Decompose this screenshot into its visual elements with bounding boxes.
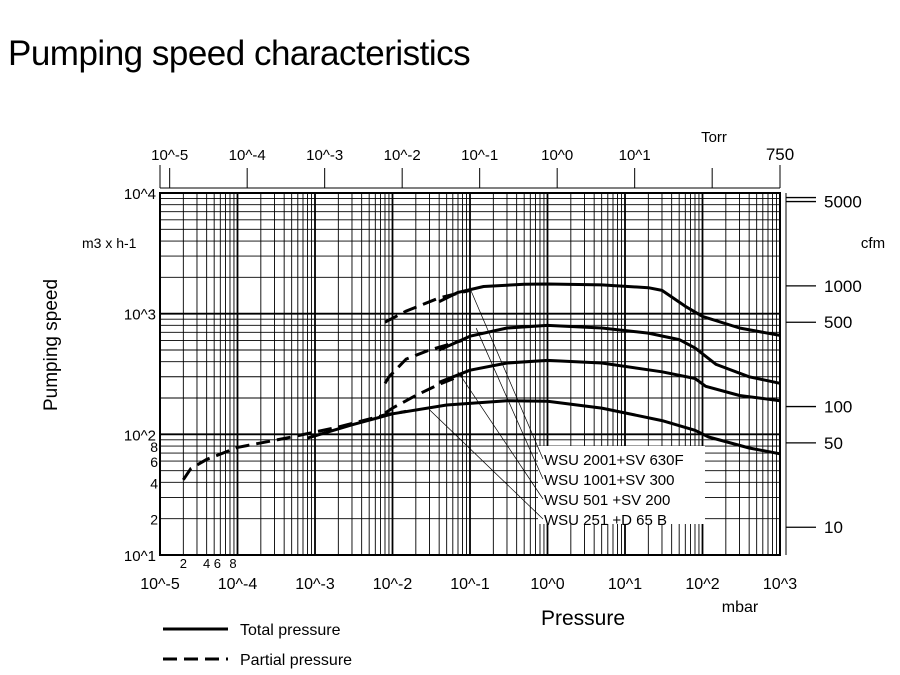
series-total-curve	[438, 282, 781, 337]
right-axis-tick-label: 50	[824, 434, 843, 453]
series-partial-curve	[384, 288, 471, 324]
y-tick-label: 10^1	[124, 548, 156, 565]
legend-label-total: Total pressure	[240, 622, 341, 639]
x-tick-label: 10^2	[685, 576, 719, 593]
x-minor-tick-label: 4	[203, 556, 210, 571]
y-minor-tick-label: 6	[150, 454, 158, 470]
series-label: WSU 1001+SV 300	[544, 472, 675, 489]
leader-line	[429, 409, 544, 520]
top-axis-end-label: 750	[766, 145, 794, 164]
top-axis-tick-label: 10^0	[541, 147, 573, 164]
right-axis-tick-label: 100	[824, 398, 852, 417]
x-axis-unit: mbar	[722, 599, 759, 616]
y-axis-title: Pumping speed	[41, 279, 62, 411]
right-axis-tick-label: 1000	[824, 277, 862, 296]
y-minor-tick-label: 4	[150, 475, 158, 491]
x-tick-label: 10^-2	[373, 576, 413, 593]
right-axis-tick-label: 5000	[824, 193, 862, 212]
plot-frame	[159, 192, 781, 556]
leader-line	[469, 288, 544, 460]
y-tick-label: 10^3	[124, 307, 156, 324]
x-tick-label: 10^-3	[295, 576, 335, 593]
x-minor-tick-label: 6	[214, 556, 221, 571]
x-tick-label: 10^3	[763, 576, 797, 593]
top-axis-unit: Torr	[701, 129, 727, 146]
series-label: WSU 2001+SV 630F	[544, 452, 684, 469]
series-total-curve	[438, 323, 781, 385]
series-total-curve	[438, 358, 781, 403]
leader-line	[475, 327, 544, 480]
top-axis-tick-label: 10^-3	[306, 147, 343, 164]
y-minor-tick-label: 2	[150, 512, 158, 528]
top-axis-tick-label: 10^-2	[384, 147, 421, 164]
series-partial-curve	[182, 409, 407, 481]
series-label-box	[538, 446, 705, 524]
y-tick-label: 10^2	[124, 427, 156, 444]
chart-title: Pumping speed characteristics	[8, 34, 471, 73]
x-tick-label: 10^1	[608, 576, 642, 593]
x-tick-label: 10^0	[530, 576, 564, 593]
x-tick-label: 10^-5	[140, 576, 180, 593]
y-axis-unit: m3 x h-1	[82, 235, 137, 251]
series-total-curve	[307, 399, 781, 456]
top-axis-tick-label: 10^-1	[461, 147, 498, 164]
legend-label-partial: Partial pressure	[240, 652, 352, 669]
right-axis-tick-label: 10	[824, 518, 843, 537]
x-minor-tick-label: 2	[180, 556, 187, 571]
right-axis-tick-label: 500	[824, 313, 852, 332]
y-minor-tick-label: 8	[150, 439, 158, 455]
x-minor-tick-label: 8	[229, 556, 236, 571]
x-tick-label: 10^-4	[218, 576, 258, 593]
top-axis-tick-label: 10^1	[619, 147, 651, 164]
series-label: WSU 501 +SV 200	[544, 492, 670, 509]
series-partial-curve	[383, 338, 463, 385]
series-partial-curve	[384, 373, 464, 415]
y-tick-label: 10^4	[124, 186, 156, 203]
series-label: WSU 251 +D 65 B	[544, 512, 667, 529]
leader-line	[457, 371, 544, 500]
top-axis-tick-label: 10^-4	[229, 147, 266, 164]
x-tick-label: 10^-1	[450, 576, 490, 593]
x-axis-title: Pressure	[541, 607, 625, 630]
top-axis-tick-label: 10^-5	[151, 147, 188, 164]
right-axis-unit: cfm	[861, 235, 885, 252]
